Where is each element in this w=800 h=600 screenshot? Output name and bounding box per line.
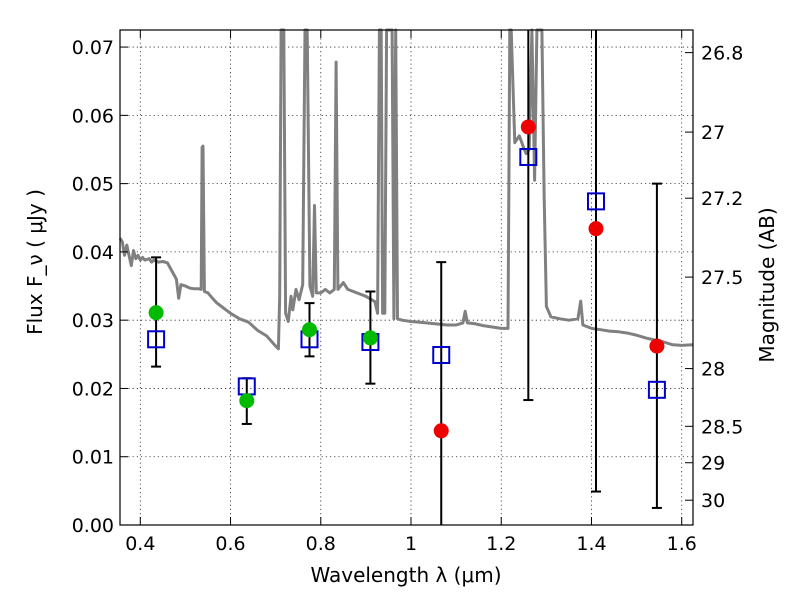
plot-area xyxy=(119,29,694,526)
right-y-tick-label: 26.8 xyxy=(701,43,743,65)
x-tick-label: 1.4 xyxy=(576,533,606,555)
y-tick-label: 0.00 xyxy=(72,515,114,537)
flux-point xyxy=(148,305,164,321)
x-tick-label: 0.8 xyxy=(306,533,336,555)
x-tick-label: 1.6 xyxy=(667,533,697,555)
axis-ticks xyxy=(120,30,693,526)
right-y-tick-label: 28.5 xyxy=(701,416,743,438)
flux-point xyxy=(239,393,255,409)
flux-point xyxy=(301,322,317,338)
flux-point xyxy=(649,338,665,354)
tick-labels: 0.4 0.6 0.8 1 1.2 1.4 1.6 0.00 0.01 0.02 0.03 0.04 0… xyxy=(72,37,744,555)
right-y-tick-label: 27.2 xyxy=(701,188,743,210)
y-tick-label: 0.03 xyxy=(72,310,114,332)
y-tick-label: 0.05 xyxy=(72,174,114,196)
x-tick-label: 0.4 xyxy=(125,533,155,555)
model-square xyxy=(147,330,166,349)
spectrum-line xyxy=(118,28,694,351)
observed-points xyxy=(148,119,665,439)
x-tick-label: 0.6 xyxy=(215,533,245,555)
flux-point xyxy=(588,221,604,237)
right-y-axis-label: Magnitude (AB) xyxy=(755,207,779,362)
error-bars xyxy=(151,30,662,525)
model-square xyxy=(586,192,605,211)
model-points xyxy=(147,147,666,399)
model-square xyxy=(519,147,538,166)
right-y-tick-label: 27.5 xyxy=(701,267,743,289)
x-tick-label: 1 xyxy=(405,533,417,555)
y-tick-label: 0.02 xyxy=(72,378,114,400)
flux-point xyxy=(362,330,378,346)
x-axis-label: Wavelength λ (μm) xyxy=(310,563,501,587)
right-y-tick-label: 30 xyxy=(701,490,725,512)
y-tick-label: 0.01 xyxy=(72,447,114,469)
spectrum-series xyxy=(118,28,694,351)
model-square xyxy=(647,380,666,399)
y-tick-label: 0.06 xyxy=(72,105,114,127)
x-tick-label: 1.2 xyxy=(486,533,516,555)
grid xyxy=(120,30,693,526)
y-tick-label: 0.07 xyxy=(72,37,114,59)
right-y-tick-label: 28 xyxy=(701,359,725,381)
right-y-tick-label: 27 xyxy=(701,122,725,144)
y-axis-label: Flux F_ν ( μJy ) xyxy=(23,189,47,335)
right-y-tick-label: 29 xyxy=(701,453,725,475)
flux-point xyxy=(520,119,536,135)
flux-point xyxy=(433,423,449,439)
model-square xyxy=(432,345,451,364)
y-tick-label: 0.04 xyxy=(72,242,114,264)
